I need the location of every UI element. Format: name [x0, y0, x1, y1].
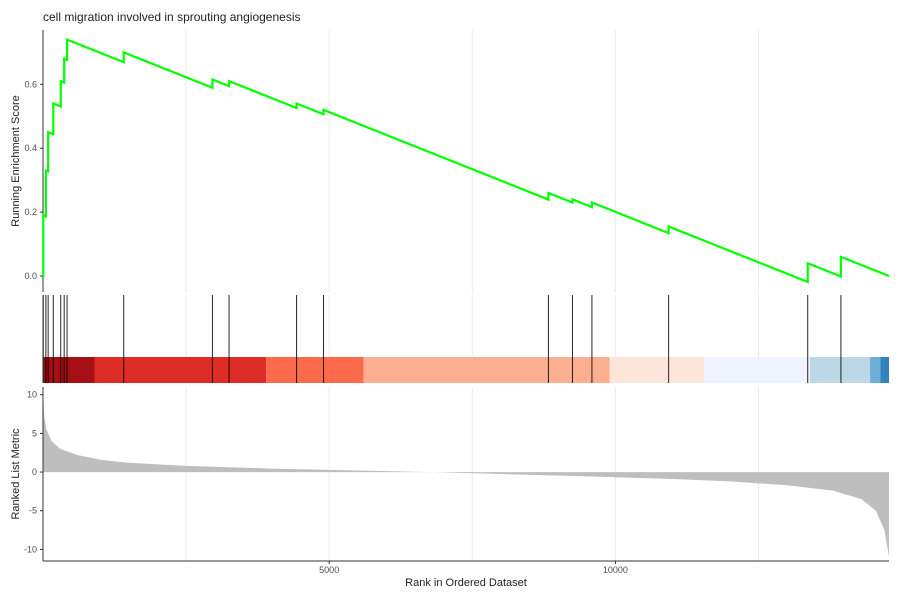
ranked-metric-panel: 10 5 0 -5 -10 5000 10000 Ranked List Metric R…	[10, 387, 889, 589]
enrichment-y-tick-label-3: 0.6	[24, 79, 37, 89]
enrichment-y-tick-label-0: 0.0	[24, 271, 37, 281]
color-band-8	[880, 357, 889, 383]
x-axis: 5000 10000	[319, 561, 628, 575]
x-axis-title: Rank in Ordered Dataset	[405, 577, 527, 589]
color-band-bar	[43, 357, 889, 383]
x-tick-label-1: 10000	[603, 565, 628, 575]
color-band-7	[870, 357, 881, 383]
metric-y-tick-label-4: -10	[24, 544, 37, 554]
metric-y-title: Ranked List Metric	[10, 428, 22, 520]
color-band-5	[704, 357, 811, 383]
x-tick-label-0: 5000	[319, 565, 339, 575]
color-band-0	[43, 357, 95, 383]
enrichment-grid	[185, 30, 759, 292]
chart-title: cell migration involved in sprouting ang…	[43, 10, 300, 24]
enrichment-y-tick-label-2: 0.4	[24, 143, 37, 153]
ranked-metric-area	[43, 390, 889, 558]
color-band-3	[363, 357, 610, 383]
hits-panel	[42, 295, 889, 383]
color-band-6	[810, 357, 871, 383]
enrichment-score-line	[42, 37, 890, 284]
enrichment-score-panel: 0.0 0.2 0.4 0.6 Running Enrichment Score	[10, 30, 890, 292]
metric-grid	[185, 387, 759, 561]
metric-y-axis: 10 5 0 -5 -10	[24, 390, 43, 554]
metric-y-tick-label-0: 10	[27, 390, 37, 400]
enrichment-y-tick-label-1: 0.2	[24, 207, 37, 217]
metric-y-tick-label-3: -5	[29, 506, 37, 516]
metric-y-tick-label-1: 5	[32, 428, 37, 438]
enrichment-y-axis: 0.0 0.2 0.4 0.6	[24, 79, 43, 281]
color-band-2	[266, 357, 364, 383]
color-band-4	[609, 357, 705, 383]
metric-y-tick-label-2: 0	[32, 467, 37, 477]
enrichment-y-title: Running Enrichment Score	[10, 95, 22, 226]
color-band-1	[94, 357, 267, 383]
